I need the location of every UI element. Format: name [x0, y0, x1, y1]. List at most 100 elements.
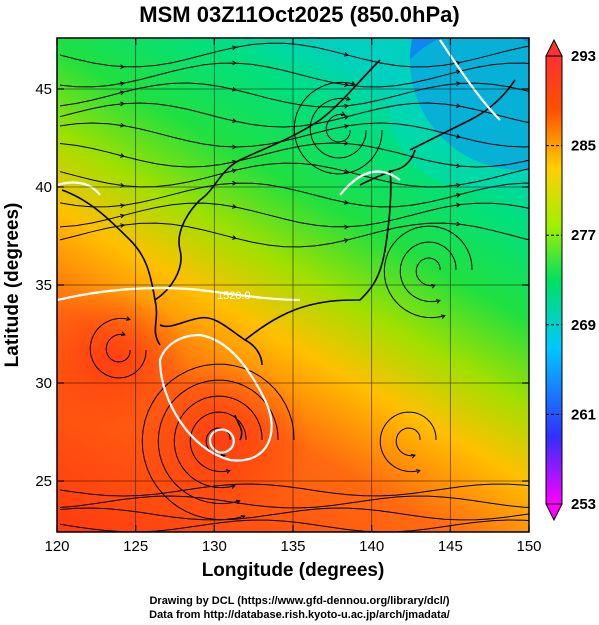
streamline [399, 241, 457, 303]
streamline-arrow [120, 223, 126, 228]
map-panel: 1520.0 [57, 38, 529, 532]
x-tick-label: 150 [516, 538, 541, 555]
y-axis-label: Latitude (degrees) [2, 203, 23, 368]
chart-title: MSM 03Z11Oct2025 (850.0hPa) [139, 2, 460, 27]
streamline-arrow [456, 103, 462, 108]
streamline-arrow [119, 213, 126, 219]
x-tick-label: 130 [202, 538, 227, 555]
streamline-arrow [225, 469, 231, 474]
streamline-arrow [120, 122, 126, 128]
streamline-arrow [232, 180, 238, 186]
streamline-arrow [456, 60, 462, 66]
streamline-arrow [232, 204, 238, 209]
cool-region-northeast [390, 38, 529, 190]
streamline-arrow [120, 90, 126, 96]
y-tick-label: 25 [35, 473, 52, 490]
colorbar-bottom-arrow [545, 503, 563, 522]
streamline-arrow [456, 221, 462, 227]
streamline-arrow [120, 101, 126, 107]
credits: Drawing by DCL (https://www.gfd-dennou.o… [0, 594, 599, 622]
coastlines [61, 59, 516, 441]
y-tick-label: 30 [35, 375, 52, 392]
streamline-arrow [344, 124, 350, 129]
streamline-arrow [455, 134, 462, 139]
colorbar-tick-label: 261 [571, 406, 596, 423]
streamline [293, 81, 383, 175]
y-tick-label: 35 [35, 277, 52, 294]
grid-lines [57, 38, 529, 532]
streamline-arrow [344, 168, 350, 174]
streamline [395, 427, 421, 457]
x-axis: 120 125 130 135 140 145 150 [44, 38, 542, 555]
streamline-arrow [120, 81, 126, 87]
streamline-arrow [344, 103, 350, 109]
streamline [415, 257, 441, 287]
colorbar-tick-label: 253 [571, 496, 596, 513]
streamline [383, 225, 473, 319]
streamline [309, 97, 367, 159]
streamline-arrow [456, 202, 462, 208]
x-axis-label: Longitude (degrees) [202, 560, 385, 581]
streamline [89, 317, 147, 379]
streamline-arrow [456, 182, 462, 188]
streamline-arrow [125, 316, 131, 321]
streamline-arrow [344, 200, 350, 205]
streamline [59, 483, 529, 497]
streamline-arrow [455, 193, 462, 198]
streamline [379, 411, 437, 473]
streamline-arrow [120, 331, 126, 337]
streamline [173, 395, 263, 489]
streamline-arrow [232, 235, 238, 240]
streamline-arrow [232, 144, 238, 150]
streamline [59, 507, 529, 521]
streamline-arrow [344, 238, 350, 243]
colorbar: 293 285 277 269 261 253 [545, 38, 596, 522]
streamline-arrow [410, 453, 416, 459]
x-tick-label: 120 [44, 538, 69, 555]
streamline-arrow [343, 115, 350, 120]
credit-line-data: Data from http://database.rish.kyoto-u.a… [149, 609, 450, 621]
streamline-arrow [232, 168, 238, 174]
colorbar-body [545, 55, 563, 505]
streamline-arrow [350, 81, 356, 86]
streamline [325, 113, 351, 143]
streamline-arrow [415, 469, 421, 474]
streamline [59, 495, 529, 509]
streamline-arrow [232, 118, 238, 124]
x-tick-label: 140 [359, 538, 384, 555]
streamline-arrow [120, 203, 126, 209]
x-tick-label: 145 [438, 538, 463, 555]
x-tick-label: 135 [280, 538, 305, 555]
colorbar-ticks: 293 285 277 269 261 253 [546, 48, 596, 513]
colorbar-top-arrow [545, 38, 563, 57]
contour-lines [57, 39, 501, 462]
streamline-arrow [232, 60, 238, 66]
colorbar-tick-label: 293 [571, 48, 596, 65]
streamline-arrow [456, 163, 462, 169]
streamline-arrow [343, 52, 350, 57]
streamline-arrow [440, 314, 446, 319]
contour-label: 1520.0 [217, 290, 251, 302]
colorbar-tick-label: 277 [571, 227, 596, 244]
streamline-arrow [435, 299, 441, 304]
streamline-arrow [344, 82, 350, 88]
streamline-arrow [119, 153, 126, 158]
streamline-arrow [232, 45, 238, 51]
colorbar-tick-label: 285 [571, 138, 596, 155]
y-tick-label: 45 [35, 81, 52, 98]
colorbar-tick-label: 269 [571, 317, 596, 334]
streamline-arrow [340, 111, 346, 117]
streamline-arrow [345, 96, 351, 101]
x-tick-label: 125 [123, 538, 148, 555]
streamline [105, 333, 131, 363]
streamline [189, 411, 247, 473]
streamline-arrow [344, 140, 350, 146]
streamline-arrow [232, 86, 238, 92]
streamline-arrow [120, 64, 126, 70]
streamlines [59, 42, 529, 532]
y-axis: 25 30 35 40 45 [35, 81, 529, 490]
streamline-arrow [230, 484, 236, 489]
credit-line-dcl: Drawing by DCL (https://www.gfd-dennou.o… [149, 595, 450, 607]
y-tick-label: 40 [35, 179, 52, 196]
